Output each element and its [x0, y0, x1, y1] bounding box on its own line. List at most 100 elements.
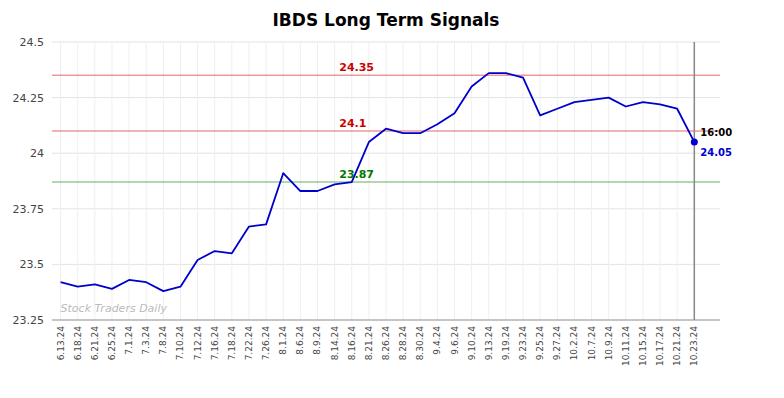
level-label: 24.1	[339, 117, 366, 130]
x-grid-line	[694, 42, 695, 320]
x-tick-label: 7.22.24	[244, 326, 254, 361]
x-grid-line	[266, 42, 267, 320]
x-tick-label: 7.10.24	[175, 326, 185, 361]
x-grid-line	[163, 42, 164, 320]
y-tick-label: 24	[30, 147, 44, 160]
level-line	[52, 75, 720, 77]
x-grid-line	[283, 42, 284, 320]
price-line	[61, 73, 695, 291]
x-grid-line	[146, 42, 147, 320]
x-tick-label: 8.16.24	[347, 326, 357, 361]
x-grid-line	[197, 42, 198, 320]
x-tick-label: 9.23.24	[518, 326, 528, 361]
last-point	[691, 139, 698, 146]
plot-area	[52, 42, 720, 320]
y-grid-line	[52, 320, 720, 321]
x-tick-label: 6.25.24	[107, 326, 117, 361]
x-tick-label: 10.9.24	[604, 326, 614, 361]
y-tick-label: 24.5	[20, 36, 45, 49]
x-tick-label: 9.27.24	[552, 326, 562, 361]
x-grid-line	[317, 42, 318, 320]
x-grid-line	[505, 42, 506, 320]
y-tick-label: 23.75	[13, 203, 45, 216]
y-axis: 23.25 23.5 23.75 24 24.25 24.5	[13, 36, 45, 327]
x-grid-line	[248, 42, 249, 320]
x-tick-label: 10.7.24	[587, 326, 597, 361]
x-grid-line	[557, 42, 558, 320]
x-tick-label: 8.6.24	[295, 326, 305, 355]
x-axis-line	[52, 320, 720, 321]
x-grid-line	[677, 42, 678, 320]
x-tick-label: 8.26.24	[381, 326, 391, 361]
x-grid-line	[540, 42, 541, 320]
x-grid-line	[214, 42, 215, 320]
x-tick-label: 7.8.24	[158, 326, 168, 355]
x-grid-line	[488, 42, 489, 320]
x-tick-label: 7.16.24	[210, 326, 220, 361]
x-tick-label: 8.14.24	[330, 326, 340, 361]
chart: 23.2523.523.752424.2524.56.13.246.18.246…	[0, 0, 784, 398]
x-tick-label: 10.23.24	[689, 326, 699, 366]
level-label: 23.87	[339, 168, 374, 181]
x-grid-line	[403, 42, 404, 320]
x-tick-label: 8.21.24	[364, 326, 374, 361]
grid	[52, 42, 720, 320]
x-tick-label: 9.13.24	[484, 326, 494, 361]
x-grid-line	[660, 42, 661, 320]
x-tick-label: 10.15.24	[638, 326, 648, 366]
y-tick-label: 23.25	[13, 314, 45, 327]
x-grid-line	[94, 42, 95, 320]
level-line	[52, 181, 720, 183]
x-grid-line	[300, 42, 301, 320]
x-grid-line	[334, 42, 335, 320]
x-tick-label: 7.12.24	[193, 326, 203, 361]
x-tick-label: 8.30.24	[415, 326, 425, 361]
x-grid-line	[608, 42, 609, 320]
x-tick-label: 10.11.24	[621, 326, 631, 366]
x-grid-line	[591, 42, 592, 320]
x-grid-line	[523, 42, 524, 320]
x-tick-label: 10.2.24	[569, 326, 579, 361]
x-tick-label: 8.28.24	[398, 326, 408, 361]
x-tick-label: 9.25.24	[535, 326, 545, 361]
x-grid-line	[471, 42, 472, 320]
last-point-line	[694, 42, 696, 320]
y-tick-label: 24.25	[13, 92, 45, 105]
x-grid-line	[77, 42, 78, 320]
title: IBDS Long Term Signals	[273, 10, 500, 30]
x-grid-line	[129, 42, 130, 320]
level-label: 24.35	[339, 61, 374, 74]
x-tick-label: 6.13.24	[56, 326, 66, 361]
x-tick-label: 7.1.24	[124, 326, 134, 355]
x-tick-label: 8.1.24	[278, 326, 288, 355]
x-grid-line	[437, 42, 438, 320]
level-line	[52, 130, 720, 132]
x-tick-label: 7.26.24	[261, 326, 271, 361]
x-tick-label: 9.6.24	[450, 326, 460, 355]
end-value-label: 24.05	[700, 147, 732, 158]
x-tick-label: 7.3.24	[141, 326, 151, 355]
x-tick-label: 6.21.24	[90, 326, 100, 361]
x-grid-line	[625, 42, 626, 320]
x-tick-label: 6.18.24	[73, 326, 83, 361]
end-time-label: 16:00	[700, 127, 732, 138]
y-tick-label: 23.5	[20, 258, 45, 271]
x-grid-line	[420, 42, 421, 320]
x-grid-line	[642, 42, 643, 320]
x-tick-label: 10.21.24	[672, 326, 682, 366]
x-tick-label: 10.17.24	[655, 326, 665, 366]
x-grid-line	[454, 42, 455, 320]
x-grid-line	[180, 42, 181, 320]
level-labels: 24.35 24.1 23.87	[339, 61, 374, 181]
x-tick-label: 9.19.24	[501, 326, 511, 361]
x-tick-label: 9.10.24	[467, 326, 477, 361]
x-grid-line	[574, 42, 575, 320]
x-tick-label: 9.4.24	[432, 326, 442, 355]
x-axis: 6.13.24 6.18.24 6.21.24 6.25.24 7.1.24 7.3.24…	[52, 320, 720, 366]
x-grid-line	[231, 42, 232, 320]
x-grid-line	[111, 42, 112, 320]
watermark: Stock Traders Daily	[61, 302, 168, 315]
x-grid-line	[386, 42, 387, 320]
x-tick-label: 7.18.24	[227, 326, 237, 361]
x-grid-line	[60, 42, 61, 320]
